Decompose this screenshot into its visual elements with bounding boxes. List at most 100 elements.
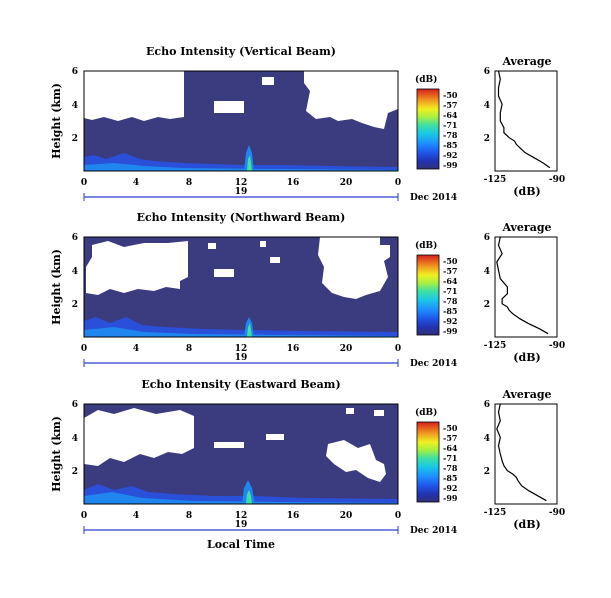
colorbar-tick: -85	[443, 306, 457, 316]
colorbar-tick: -50	[443, 256, 458, 266]
profile-x-tick: -90	[549, 341, 565, 351]
colorbar-scale	[416, 421, 440, 503]
no-echo-region	[88, 77, 94, 83]
surface-echo	[84, 484, 398, 504]
profile-frame	[494, 236, 558, 338]
panel-title: Echo Intensity (Vertical Beam)	[146, 45, 336, 58]
panel-vertical-beam: Echo Intensity (Vertical Beam) Height (k…	[50, 45, 565, 203]
x-tick-label: 8	[186, 511, 192, 521]
x-tick-label: 16	[287, 511, 300, 521]
day-label: 19	[235, 353, 248, 363]
y-tick-label: 6	[72, 233, 78, 243]
profile-x-label: (dB)	[513, 185, 540, 198]
colorbar-tick: -57	[443, 100, 457, 110]
profile-frame	[494, 403, 558, 505]
profile-title: Average	[501, 221, 551, 234]
y-axis: 2 4 6	[72, 233, 78, 310]
colorbar: (dB) -50 -57 -64 -71 -78 -85 -92 -99	[415, 74, 458, 170]
colorbar-tick: -78	[443, 463, 458, 473]
colorbar-tick: -57	[443, 266, 457, 276]
colorbar-unit: (dB)	[415, 74, 437, 85]
profile-y-tick: 2	[484, 134, 490, 144]
colorbar: (dB) -50 -57 -64 -71 -78 -85 -92 -99	[415, 240, 458, 336]
colorbar-tick: -99	[443, 326, 458, 336]
panel-title: Echo Intensity (Northward Beam)	[137, 211, 346, 224]
noon-echo-spike-core	[247, 323, 252, 337]
colorbar-tick: -92	[443, 150, 457, 160]
colorbar-tick: -50	[443, 90, 458, 100]
date-label: Dec 2014	[410, 193, 457, 203]
no-echo-region	[84, 71, 184, 121]
colorbar-tick: -92	[443, 483, 457, 493]
colorbar-tick: -71	[443, 120, 457, 130]
colorbar-scale	[416, 254, 440, 336]
colorbar-tick: -71	[443, 453, 457, 463]
colorbar-unit: (dB)	[415, 407, 437, 418]
y-tick-label: 2	[72, 467, 78, 477]
x-tick-label: 16	[287, 178, 300, 188]
x-tick-label: 0	[81, 178, 87, 188]
no-echo-region	[326, 440, 386, 482]
no-echo-region	[318, 237, 390, 299]
heatmap-area	[83, 70, 399, 172]
y-axis: 2 4 6	[72, 67, 78, 144]
x-tick-label: 0	[81, 511, 87, 521]
profile-x-tick: -125	[484, 508, 507, 518]
colorbar-scale	[416, 88, 440, 170]
heatmap-area	[83, 236, 399, 338]
x-axis: 0 4 8 12 16 20 0 19 Dec 2014	[81, 178, 457, 203]
y-tick-label: 2	[72, 300, 78, 310]
no-echo-region	[86, 241, 188, 295]
colorbar-tick: -99	[443, 493, 458, 503]
average-profile: Average 2 4 6 -125 -90 (dB)	[484, 55, 565, 198]
surface-echo-core	[84, 163, 398, 171]
profile-y-tick: 4	[484, 267, 490, 277]
panel-northward-beam: Echo Intensity (Northward Beam) Height (…	[50, 211, 565, 369]
x-tick-label: 16	[287, 344, 300, 354]
heatmap-area	[83, 403, 399, 505]
surface-echo-core	[84, 492, 398, 504]
colorbar-tick: -71	[443, 286, 457, 296]
colorbar-tick: -64	[443, 443, 458, 453]
y-tick-label: 4	[72, 267, 78, 277]
panel-title: Echo Intensity (Eastward Beam)	[141, 378, 340, 391]
no-echo-region	[208, 243, 216, 249]
no-echo-region	[84, 408, 194, 466]
day-label: 19	[235, 187, 248, 197]
profile-frame	[494, 70, 558, 172]
no-echo-region	[380, 75, 388, 81]
y-axis-label: Height (km)	[50, 83, 63, 159]
surface-echo	[84, 153, 398, 171]
x-tick-label: 12	[235, 344, 248, 354]
colorbar-tick: -85	[443, 473, 457, 483]
profile-x-label: (dB)	[513, 518, 540, 531]
x-tick-label: 8	[186, 344, 192, 354]
date-label: Dec 2014	[410, 526, 457, 536]
y-tick-label: 2	[72, 134, 78, 144]
profile-line	[496, 236, 549, 335]
no-echo-region	[270, 257, 280, 263]
profile-y-tick: 4	[484, 101, 490, 111]
colorbar-unit: (dB)	[415, 240, 437, 251]
y-tick-label: 6	[72, 400, 78, 410]
x-tick-label: 4	[133, 178, 139, 188]
x-tick-label: 0	[81, 344, 87, 354]
y-tick-label: 6	[72, 67, 78, 77]
plot-frame	[83, 70, 399, 172]
y-axis-label: Height (km)	[50, 416, 63, 492]
x-tick-label: 4	[133, 511, 139, 521]
y-axis-label: Height (km)	[50, 249, 63, 325]
surface-echo-core	[84, 327, 398, 337]
x-axis: 0 4 8 12 16 20 0 19 Dec 2014 Local Time	[81, 511, 457, 551]
date-label: Dec 2014	[410, 359, 457, 369]
x-tick-label: 20	[340, 178, 353, 188]
average-profile: Average 2 4 6 -125 -90 (dB)	[484, 388, 565, 531]
profile-x-tick: -125	[484, 341, 507, 351]
profile-x-tick: -90	[549, 508, 565, 518]
colorbar: (dB) -50 -57 -64 -71 -78 -85 -92 -99	[415, 407, 458, 503]
no-echo-region	[374, 410, 384, 416]
noon-echo-spike-core	[247, 155, 252, 171]
colorbar-tick: -50	[443, 423, 458, 433]
colorbar-tick: -57	[443, 433, 457, 443]
